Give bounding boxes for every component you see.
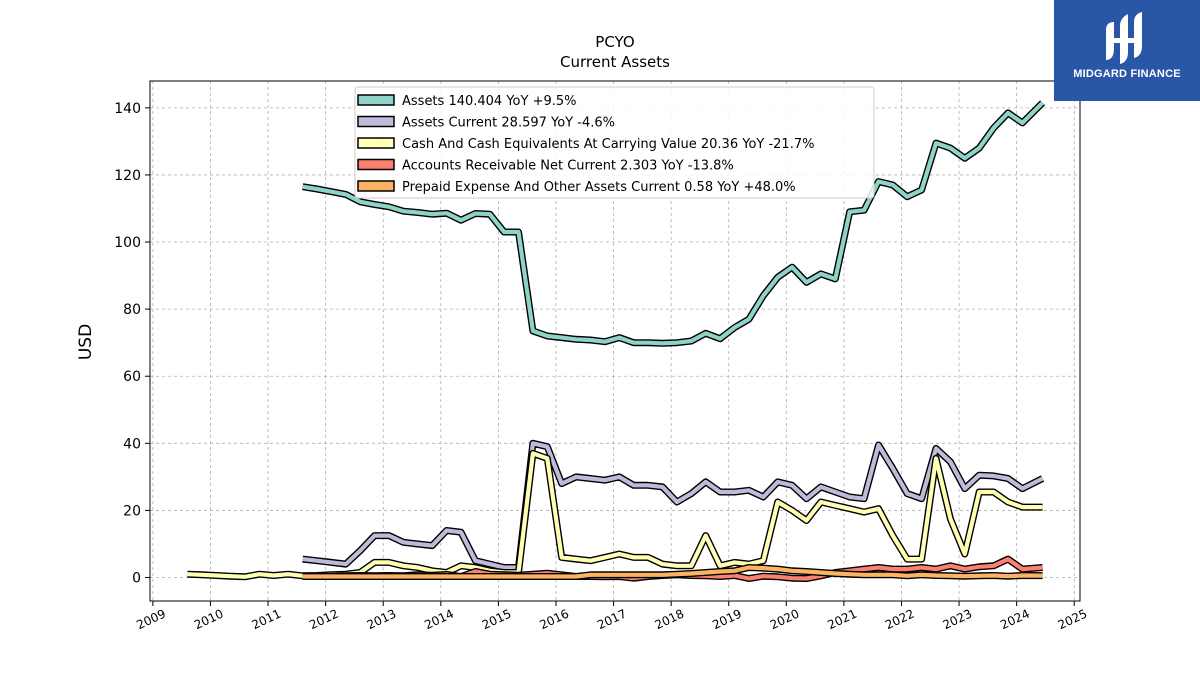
legend-item: Prepaid Expense And Other Assets Current… (357, 180, 796, 195)
legend-item: Assets Current 28.597 YoY -4.6% (357, 115, 615, 131)
legend-item: Cash And Cash Equivalents At Carrying Va… (357, 137, 814, 152)
x-tick-label: 2021 (825, 607, 859, 633)
y-tick-label: 140 (114, 101, 141, 117)
x-tick-label: 2020 (768, 607, 802, 633)
y-tick-label: 0 (132, 571, 141, 587)
legend-swatch (357, 115, 395, 128)
x-tick-label: 2024 (998, 607, 1032, 633)
chart-title: PCYO (595, 33, 634, 51)
x-tick-label: 2025 (1056, 607, 1090, 633)
x-tick-label: 2011 (250, 607, 284, 633)
y-axis-label: USD (76, 324, 96, 360)
y-tick-label: 60 (123, 369, 141, 385)
series-prepaid-expense-and-other-assets-current (302, 564, 1043, 580)
legend-label: Assets 140.404 YoY +9.5% (402, 94, 577, 109)
x-tick-label: 2023 (941, 607, 975, 633)
legend-swatch (357, 158, 395, 171)
series-line (302, 441, 1044, 570)
legend-label: Cash And Cash Equivalents At Carrying Va… (402, 137, 814, 152)
y-tick-label: 40 (123, 436, 141, 452)
x-tick-label: 2010 (192, 607, 226, 633)
y-tick-label: 80 (123, 302, 141, 318)
midgard-finance-logo: MIDGARD FINANCE (1054, 0, 1200, 101)
logo-text: MIDGARD FINANCE (1073, 68, 1181, 80)
plot-frame (149, 80, 1081, 602)
series-line (302, 101, 1045, 346)
legend-box (354, 86, 875, 199)
x-tick-label: 2015 (480, 607, 514, 633)
legend-swatch (357, 94, 395, 106)
legend-label: Assets Current 28.597 YoY -4.6% (402, 116, 615, 131)
legend-item: Accounts Receivable Net Current 2.303 Yo… (357, 158, 734, 174)
y-tick-label: 20 (123, 503, 141, 519)
y-tick-label: 120 (114, 168, 141, 184)
x-tick-label: 2022 (883, 607, 917, 633)
series-lines (187, 100, 1046, 582)
x-tick-label: 2019 (710, 607, 744, 633)
legend-swatch (357, 180, 395, 192)
legend-label: Prepaid Expense And Other Assets Current… (402, 180, 796, 195)
legend: Assets 140.404 YoY +9.5% Assets Current 2… (354, 86, 875, 199)
y-tick-label: 100 (114, 235, 141, 251)
series-assets (302, 100, 1046, 347)
chart-subtitle: Current Assets (560, 53, 670, 71)
x-tick-label: 2018 (653, 607, 687, 633)
x-tick-label: 2012 (307, 607, 341, 633)
series-line (302, 565, 1043, 579)
legend-label: Accounts Receivable Net Current 2.303 Yo… (402, 159, 734, 174)
x-tick-label: 2017 (595, 607, 629, 633)
x-tick-label: 2013 (365, 607, 399, 633)
logo-mark-icon (1106, 12, 1142, 64)
x-tick-label: 2009 (134, 607, 168, 633)
x-tick-label: 2016 (537, 607, 571, 633)
series-assets-current (302, 439, 1045, 571)
x-tick-label: 2014 (422, 607, 456, 633)
legend-item: Assets 140.404 YoY +9.5% (357, 94, 577, 109)
legend-swatch (357, 137, 395, 149)
